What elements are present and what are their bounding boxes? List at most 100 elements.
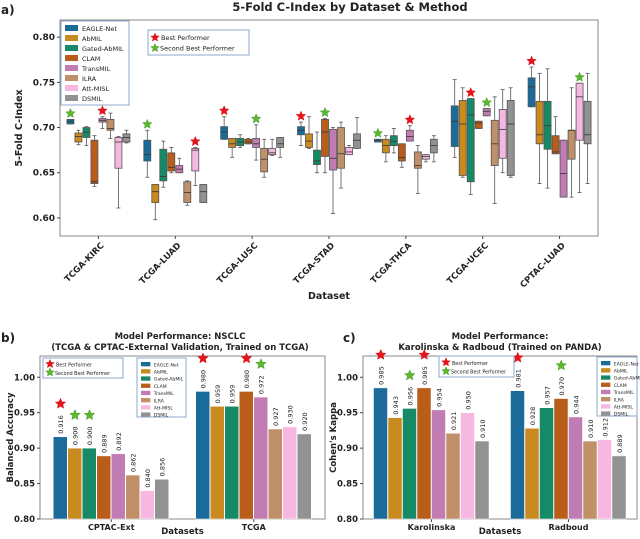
- box-iqr: [305, 133, 313, 148]
- bar: [67, 447, 82, 520]
- box-ilra: [567, 87, 576, 198]
- bar: [568, 416, 583, 520]
- bar-abmil: 0.959: [210, 385, 225, 520]
- best-star-icon: [418, 348, 430, 360]
- bar-value-label: 0.981: [514, 369, 522, 388]
- legend-item: AbMIL: [65, 35, 102, 43]
- bar: [195, 391, 210, 520]
- x-tick-label: Radboud: [549, 523, 589, 532]
- legend-label: AbMIL: [154, 370, 168, 376]
- legend-item: Gated-AbMIL: [141, 376, 184, 383]
- chart-subtitle: Karolinska & Radboud (Trained on PANDA): [398, 343, 601, 353]
- bar: [239, 391, 254, 520]
- box-att-misl: [190, 135, 201, 186]
- x-tick-label: TCGA-STAD: [292, 241, 337, 286]
- bar-value-label: 0.900: [86, 427, 94, 446]
- box-iqr: [458, 100, 467, 176]
- legend-swatch: [141, 390, 151, 396]
- category-group: TCGA-STAD: [292, 106, 361, 286]
- box-abmil: [74, 129, 83, 146]
- legend-label: CLAM: [154, 384, 167, 390]
- box-eagle-net: [295, 110, 307, 147]
- box-ilra: [106, 112, 115, 139]
- box-iqr: [228, 137, 237, 148]
- second-star-icon: [372, 127, 384, 138]
- box-clam: [397, 143, 406, 168]
- box-iqr: [114, 137, 123, 169]
- bar: [111, 453, 126, 520]
- y-axis-label: Balanced Accuracy: [6, 392, 16, 482]
- box-clam: [319, 106, 331, 174]
- box-att-misl: [114, 136, 123, 209]
- legend-item: EAGLE-Net: [65, 25, 117, 33]
- bar-value-label: 0.910: [587, 419, 595, 438]
- bar-att-misl: 0.950: [460, 391, 475, 520]
- box-gated-abmil: [313, 131, 321, 174]
- bar-gated-abmil: 0.957: [539, 386, 554, 520]
- box-iqr: [397, 143, 406, 162]
- category-group: TCGA-KIRC: [63, 105, 131, 285]
- bar-value-label: 0.943: [392, 396, 400, 415]
- box-iqr: [490, 119, 499, 166]
- y-tick-label: 0.85: [14, 480, 35, 490]
- bar-value-label: 0.972: [258, 375, 266, 394]
- bar-abmil: 0.943: [387, 396, 403, 520]
- best-star-icon: [404, 114, 416, 125]
- best-star-icon: [441, 357, 451, 367]
- legend-label: Att-MISL: [82, 85, 109, 93]
- y-tick-label: 0.60: [33, 214, 55, 224]
- box-iqr: [567, 129, 576, 160]
- legend-label: Second Best Performer: [160, 45, 235, 53]
- legend-item: Gated-AbMIL: [601, 375, 640, 382]
- x-tick-label: TCGA-THCA: [369, 241, 414, 286]
- legend-item: ILRA: [65, 75, 97, 83]
- legend-label: Gated-AbMIL: [154, 377, 184, 383]
- bar-dsmil: 0.856: [154, 458, 169, 520]
- bar-transmil: 0.954: [431, 388, 446, 520]
- box-iqr: [498, 109, 507, 159]
- box-iqr: [151, 184, 160, 203]
- best-star-icon: [197, 352, 209, 364]
- category-group: Radboud 0.981 0.928 0.957 0.970 0.944 0.910 0.9…: [510, 351, 627, 532]
- chart-title: Model Performance:: [452, 332, 549, 342]
- box-iqr: [527, 77, 536, 108]
- box-abmil: [228, 137, 237, 158]
- bar: [445, 432, 461, 520]
- bar: [510, 390, 525, 520]
- y-tick-label: 0.80: [337, 515, 358, 525]
- x-tick-label: CPTAC-LUAD: [519, 241, 568, 290]
- best-star-icon: [190, 135, 201, 146]
- y-tick-label: 0.80: [33, 33, 55, 43]
- box-iqr: [551, 135, 560, 155]
- box-clam: [474, 120, 483, 129]
- legend-label: Gated-AbMIL: [614, 376, 640, 382]
- box-iqr: [345, 147, 353, 156]
- bar-transmil: 0.972: [253, 358, 268, 520]
- legend-swatch: [141, 369, 151, 374]
- legend-label: DSMIL: [154, 413, 169, 419]
- bar: [125, 474, 140, 520]
- legend-item: TransMIL: [65, 65, 111, 73]
- legend-swatch: [141, 376, 151, 381]
- box-iqr: [421, 154, 430, 160]
- second-star-icon: [481, 97, 492, 108]
- legend-label: DSMIL: [82, 95, 103, 103]
- bar-value-label: 0.957: [543, 386, 551, 405]
- bar: [460, 412, 475, 520]
- bar: [224, 406, 239, 520]
- bar: [253, 396, 268, 520]
- best-star-icon: [54, 397, 67, 409]
- category-group: Karolinska 0.985 0.943 0.956 0.985 0.954 0.921…: [373, 348, 490, 532]
- box-att-misl: [574, 71, 585, 194]
- y-tick-label: 0.75: [33, 78, 55, 88]
- bar-gated-abmil: 0.900: [82, 409, 97, 520]
- bar-eagle-net: 0.985: [373, 348, 388, 520]
- y-tick-label: 0.90: [14, 444, 35, 454]
- box-iqr: [220, 126, 229, 140]
- legend-swatch: [601, 404, 611, 409]
- box-iqr: [583, 100, 592, 145]
- best-star-icon: [526, 55, 537, 66]
- box-iqr: [405, 129, 414, 142]
- bar: [53, 436, 68, 520]
